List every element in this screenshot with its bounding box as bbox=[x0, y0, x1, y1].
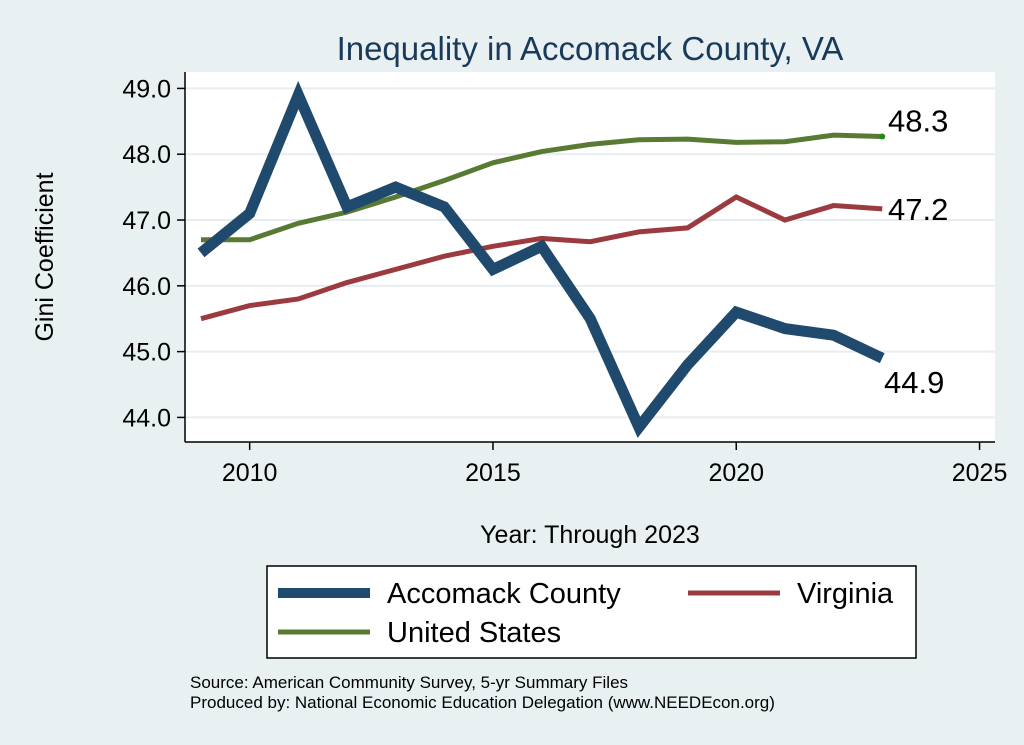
y-tick-label: 47.0 bbox=[122, 207, 171, 235]
end-label-united-states: 48.3 bbox=[888, 103, 948, 138]
series-lines bbox=[197, 80, 885, 438]
end-label-virginia: 47.2 bbox=[888, 192, 948, 227]
x-tick-label: 2010 bbox=[222, 459, 278, 487]
y-tick-label: 45.0 bbox=[122, 339, 171, 367]
legend-box bbox=[266, 565, 917, 659]
series-line-united-states bbox=[201, 132, 883, 243]
y-tick-label: 48.0 bbox=[122, 141, 171, 169]
y-tick-label: 46.0 bbox=[122, 273, 171, 301]
legend-label-accomack: Accomack County bbox=[387, 578, 621, 610]
x-tick-label: 2020 bbox=[708, 459, 764, 487]
y-axis-title: Gini Coefficient bbox=[31, 172, 59, 341]
legend: Accomack County Virginia United States bbox=[266, 565, 917, 659]
legend-label-united-states: United States bbox=[387, 617, 561, 649]
series-line-accomack-county bbox=[197, 80, 885, 438]
end-label-accomack-county: 44.9 bbox=[884, 365, 944, 400]
source-note: Source: American Community Survey, 5-yr … bbox=[190, 673, 628, 692]
x-tick-label: 2025 bbox=[952, 459, 1008, 487]
producer-note: Produced by: National Economic Education… bbox=[190, 693, 775, 712]
end-point-united-states bbox=[879, 133, 886, 140]
series-line-virginia bbox=[200, 194, 883, 322]
y-axis-ticks: 44.0 45.0 46.0 47.0 48.0 49.0 bbox=[122, 75, 185, 432]
y-tick-label: 44.0 bbox=[122, 404, 171, 432]
legend-label-virginia: Virginia bbox=[797, 578, 894, 610]
x-tick-label: 2015 bbox=[465, 459, 521, 487]
end-labels: 44.9 47.2 48.3 bbox=[879, 103, 948, 400]
y-tick-label: 49.0 bbox=[122, 75, 171, 103]
x-axis-title: Year: Through 2023 bbox=[480, 521, 700, 549]
x-axis-ticks: 2010 2015 2020 2025 bbox=[222, 442, 1008, 487]
chart-title: Inequality in Accomack County, VA bbox=[337, 30, 844, 67]
